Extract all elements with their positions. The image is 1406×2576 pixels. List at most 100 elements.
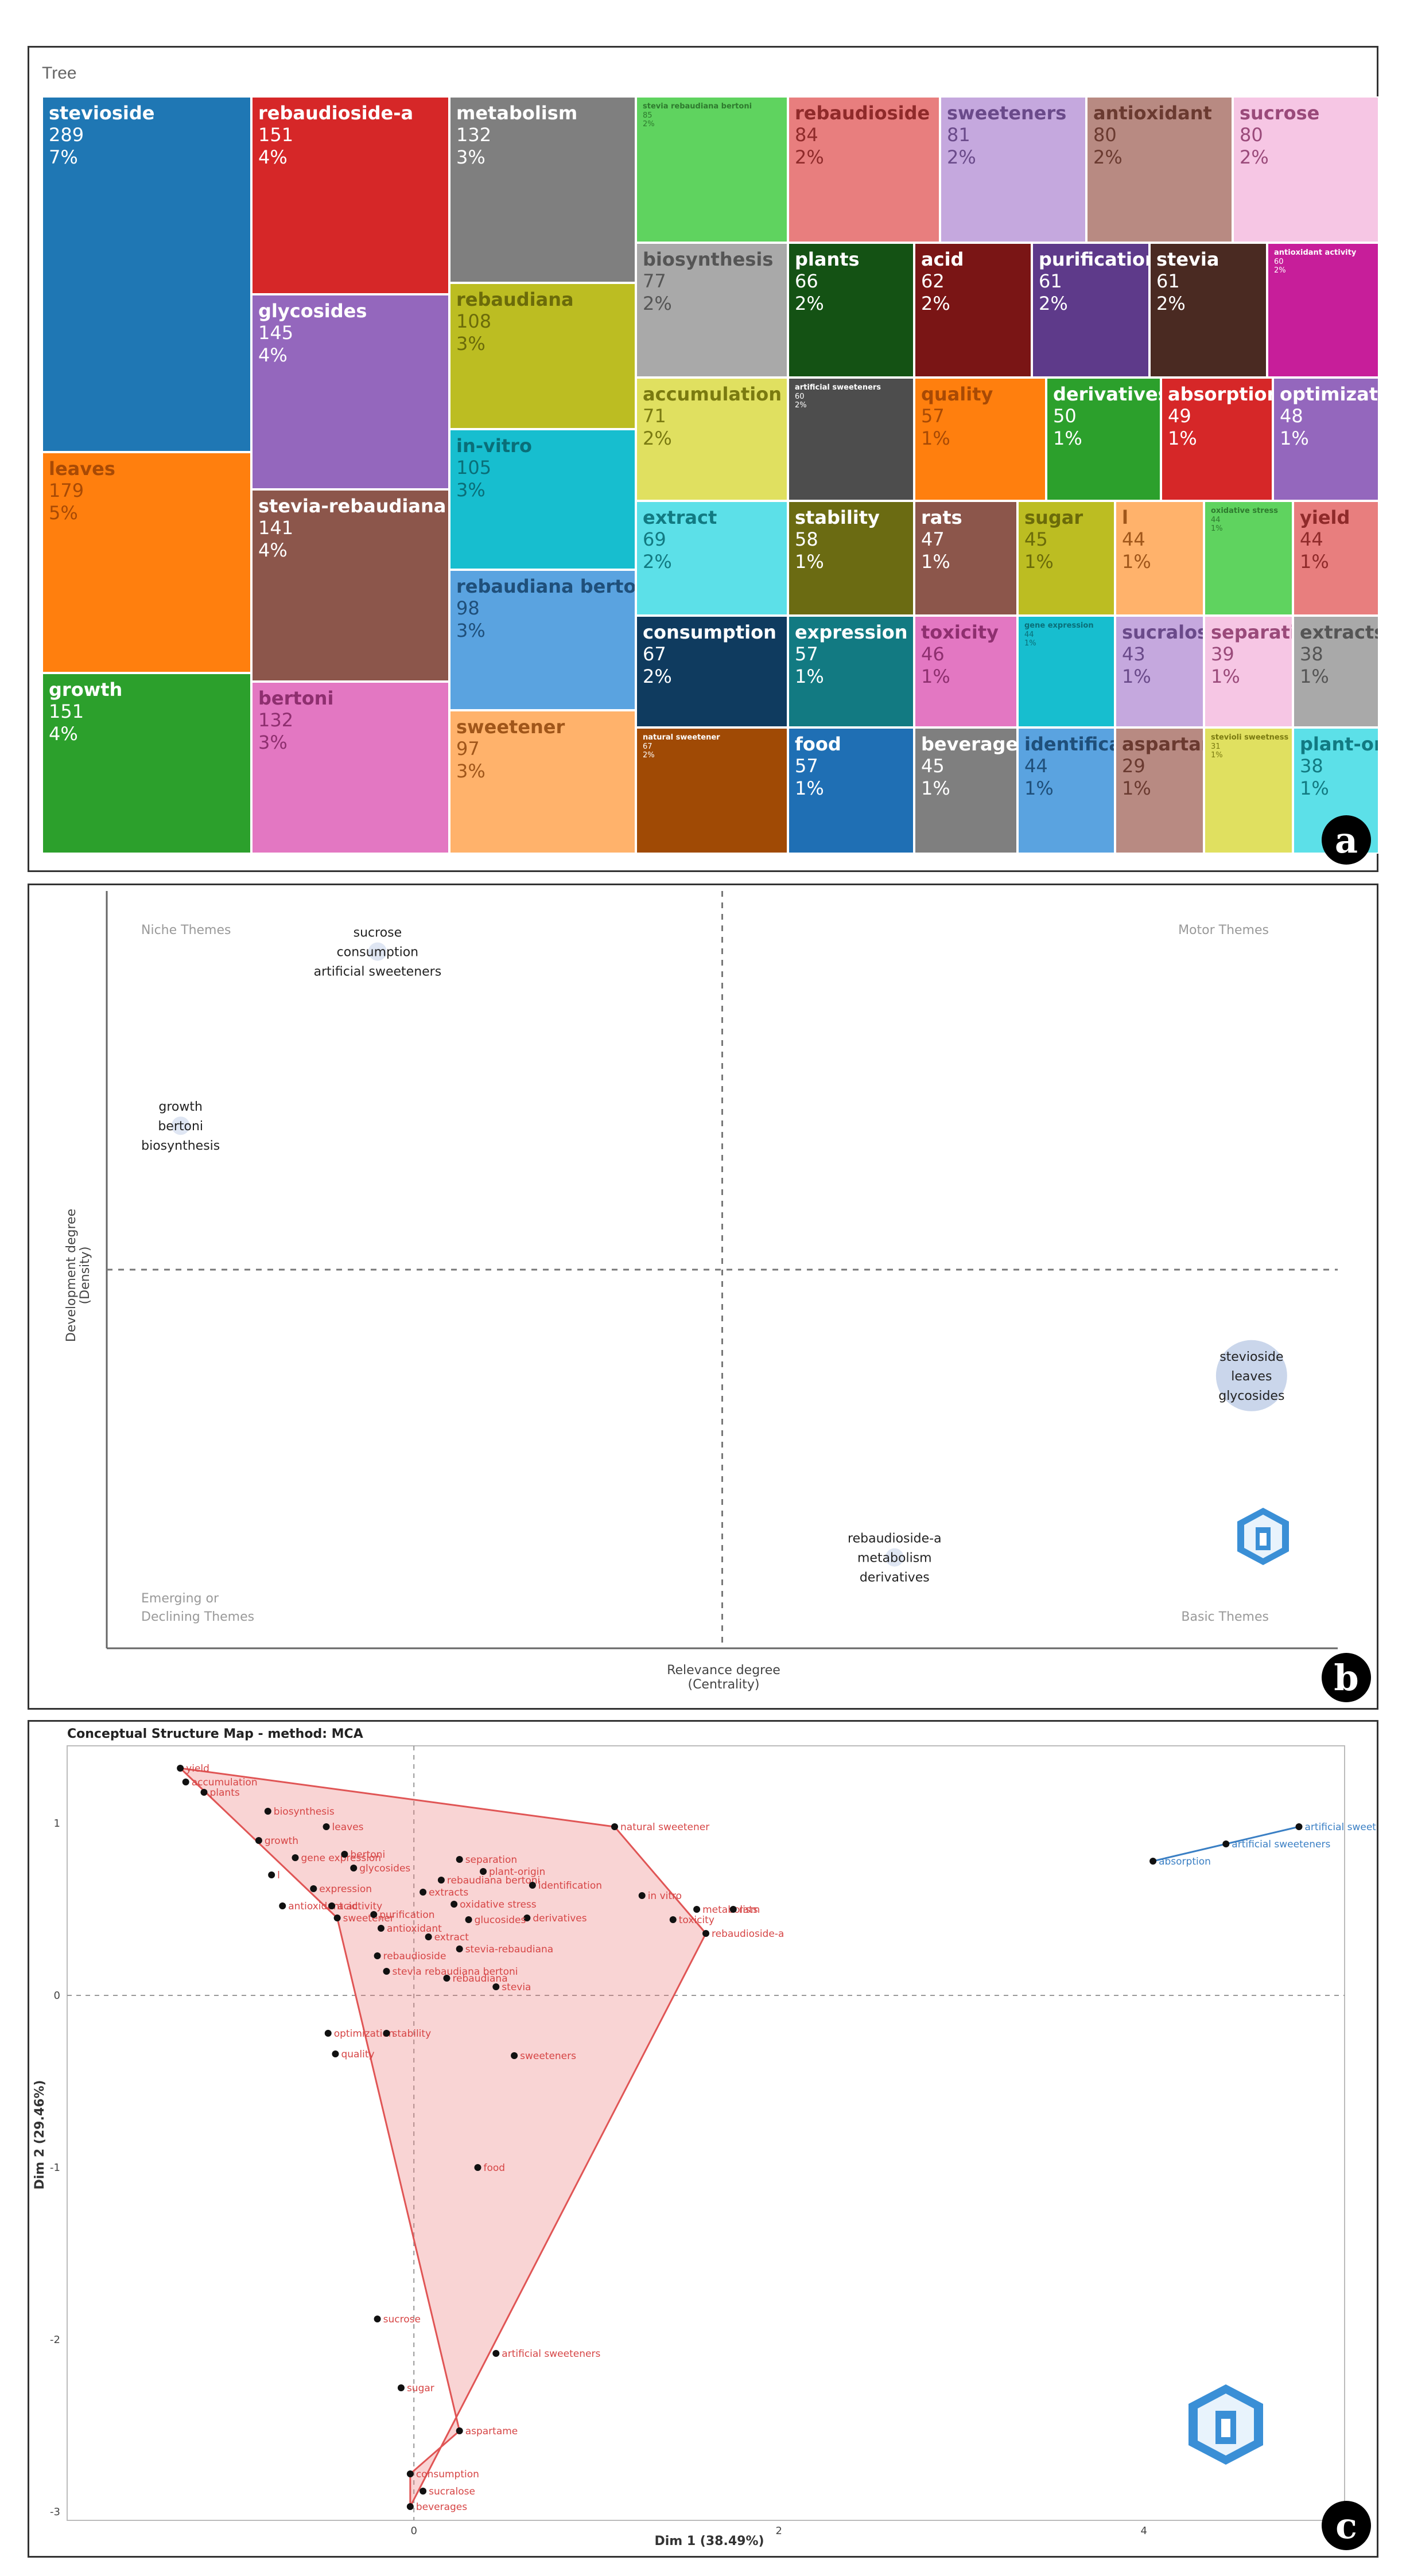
bibliometrix-logo (1189, 2384, 1263, 2465)
mca-point-label: purification (379, 1909, 434, 1921)
treemap-tile: sweetener 97 3% (449, 710, 636, 854)
tile-pct: 2% (643, 665, 672, 687)
tile-count: 39 (1211, 643, 1234, 666)
mca-point (324, 2030, 332, 2037)
cluster-label: growth (158, 1100, 203, 1114)
treemap-tile: stevioside 289 7% (42, 96, 251, 452)
mca-point-label: leaves (332, 1822, 364, 1833)
mca-point-label: toxicity (679, 1915, 714, 1926)
tile-count: 57 (795, 755, 818, 777)
cluster-label: leaves (1231, 1369, 1272, 1384)
mca-point (492, 1983, 500, 1990)
tile-pct: 1% (1122, 550, 1151, 573)
tile-pct: 2% (795, 292, 824, 314)
treemap-tile: stevia 61 2% (1149, 243, 1267, 378)
tile-count: 31 (1211, 742, 1221, 751)
quadrant-emerging-2: Declining Themes (141, 1610, 254, 1624)
y-tick-label: -3 (50, 2506, 60, 2518)
tile-pct: 1% (1122, 665, 1151, 687)
tile-label: growth (49, 679, 123, 701)
tile-label: stevia (1156, 248, 1219, 270)
tile-pct: 3% (456, 760, 486, 782)
tile-count: 47 (921, 528, 945, 551)
tile-pct: 2% (1240, 146, 1269, 168)
tile-count: 45 (1024, 528, 1048, 551)
tile-count: 44 (1122, 528, 1145, 551)
tile-count: 38 (1300, 755, 1323, 777)
mca-point (328, 1902, 336, 1909)
tile-pct: 1% (1300, 777, 1329, 799)
tile-pct: 1% (1168, 427, 1197, 449)
tile-count: 57 (795, 643, 818, 666)
tile-label: leaves (49, 458, 115, 480)
treemap-tile: natural sweetener 67 2% (636, 727, 788, 854)
tile-label: glycosides (258, 300, 367, 322)
mca-point-label: absorption (1159, 1856, 1211, 1867)
treemap-tile: aspartame291% (1115, 727, 1204, 854)
mca-point (406, 2503, 414, 2510)
treemap-tile: extracts 38 1% (1293, 616, 1379, 727)
mca-point-label: acid (337, 1901, 358, 1912)
mca-point (268, 1871, 275, 1878)
y-tick-label: -1 (50, 2162, 60, 2174)
tile-count: 151 (49, 701, 84, 723)
tile-count: 97 (456, 738, 480, 760)
y-tick-label: 0 (54, 1990, 60, 2002)
mca-point-label: bertoni (350, 1849, 385, 1861)
tile-label: in-vitro (456, 435, 532, 457)
tile-count: 289 (49, 124, 84, 146)
mca-point (377, 1925, 384, 1932)
mca-point-label: antioxidant activity (288, 1901, 382, 1912)
tile-count: 132 (456, 124, 492, 146)
panel-label-a: a (1322, 815, 1371, 865)
mca-point (1222, 1840, 1230, 1847)
tile-label: sweeteners (947, 102, 1067, 124)
mca-point-label: aspartame (465, 2426, 518, 2437)
mca-point (456, 1856, 463, 1863)
treemap-tile: oxidative stress 44 1% (1204, 501, 1293, 616)
tile-label: extracts (1300, 621, 1379, 643)
mca-point-label: stevia rebaudiana bertoni (393, 1966, 518, 1978)
treemap-tile: acid 62 2% (914, 243, 1032, 378)
mca-point (523, 1915, 531, 1921)
tile-label: plants (795, 248, 860, 270)
mca-point (611, 1823, 618, 1830)
tile-pct: 2% (1093, 146, 1123, 168)
tile-label: plant-origin (1300, 733, 1378, 755)
tile-label: quality (921, 383, 993, 405)
mca-point (456, 2427, 463, 2434)
tile-count: 85 (643, 111, 652, 120)
tile-pct: 1% (795, 665, 824, 687)
tile-pct: 2% (947, 146, 976, 168)
tile-count: 48 (1280, 405, 1303, 427)
tile-count: 98 (456, 597, 480, 620)
cluster-bubble (1215, 1340, 1287, 1411)
mca-point (474, 2164, 481, 2171)
tile-count: 50 (1053, 405, 1077, 427)
tile-pct: 1% (1300, 550, 1329, 573)
cluster-label: glycosides (1218, 1389, 1284, 1403)
mca-point (374, 1952, 381, 1959)
cluster-bubble (171, 1116, 190, 1135)
tile-count: 44 (1024, 755, 1048, 777)
treemap-tile: biosynthesis 77 2% (636, 243, 788, 378)
thematic-map-panel: Niche Themes Motor Themes Emerging or De… (28, 884, 1378, 1710)
cluster-label: sucrose (354, 926, 402, 940)
treemap-tile: toxicity 46 1% (914, 616, 1017, 727)
mca-point (310, 1885, 317, 1892)
tile-pct: 2% (1039, 292, 1068, 314)
tile-count: 132 (258, 709, 294, 731)
tile-pct: 1% (795, 777, 824, 799)
tile-label: antioxidant (1093, 102, 1212, 124)
y-tick-label: -2 (50, 2334, 60, 2346)
tile-label: stevia rebaudiana bertoni (643, 102, 752, 111)
tile-pct: 1% (1024, 777, 1054, 799)
tile-pct: 7% (49, 146, 78, 168)
treemap-tile: quality 57 1% (914, 378, 1046, 501)
mca-point (420, 1889, 427, 1896)
tile-pct: 1% (1300, 665, 1329, 687)
tile-count: 84 (795, 124, 818, 146)
quadrant-motor: Motor Themes (1178, 923, 1269, 937)
mca-point (465, 1916, 472, 1923)
tile-count: 81 (947, 124, 970, 146)
